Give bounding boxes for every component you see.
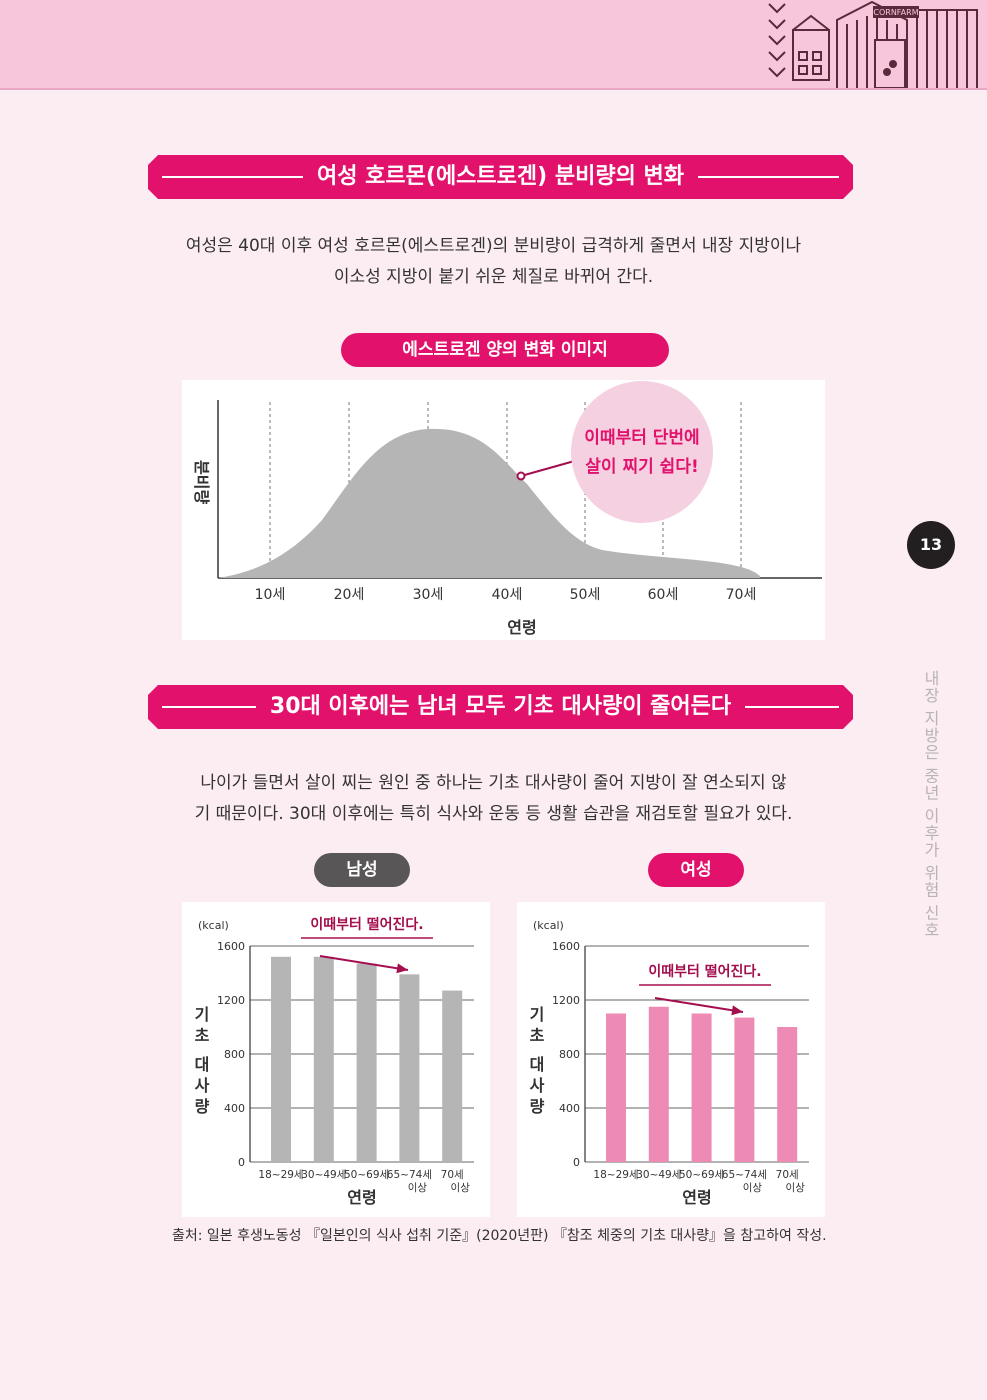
x-tick-label-suffix: 이상 [451, 1182, 471, 1194]
drop-arrow [654, 997, 744, 1013]
bar [271, 956, 291, 1162]
bar [313, 956, 334, 1162]
x-tick-label: 30~49세 [636, 1169, 681, 1181]
estrogen-xlabel: 연령 [507, 618, 536, 637]
estrogen-x-tick: 40세 [492, 587, 523, 603]
female-bmr-chart: (kcal) 0 400 800 1200 1600 기 초 대 사 량 18~29세30~49세50… [530, 919, 809, 1207]
callout-line1: 이때부터 단번에 [584, 428, 699, 448]
y-tick-label: 1200 [217, 994, 245, 1007]
x-axis-label: 연령 [682, 1188, 711, 1207]
side-title: 내장 지방은 중년 이후가 위험 신호 [921, 670, 940, 939]
farm-illustration: CORNFARM [755, 0, 987, 88]
x-tick-label: 30~49세 [301, 1169, 346, 1181]
drop-note: 이때부터 떨어진다. [310, 916, 423, 933]
estrogen-curve [218, 428, 760, 578]
x-tick-label: 65~74세 [722, 1169, 767, 1181]
estrogen-x-tick: 30세 [413, 587, 444, 603]
estrogen-x-tick: 50세 [570, 587, 601, 603]
bar [442, 990, 463, 1162]
female-chart-panel: (kcal) 0 400 800 1200 1600 기 초 대 사 량 18~29세 30~49세 50… [517, 902, 825, 1217]
section1-paragraph: 여성은 40대 이후 여성 호르몬(에스트로겐)의 분비량이 급격하게 줄면서 … [100, 231, 887, 293]
male-bmr-chart: (kcal) 0 400 800 1200 1600 기 초 대 사 량 18~29세30~49세50… [195, 916, 474, 1207]
section1-title: 여성 호르몬(에스트로겐) 분비량의 변화 [303, 164, 698, 189]
section1-paragraph-line2: 이소성 지방이 붙기 쉬운 체질로 바뀌어 간다. [333, 267, 654, 287]
x-tick-label: 18~29세 [258, 1169, 303, 1181]
y-tick-label: 1600 [217, 940, 245, 953]
bar [356, 963, 377, 1162]
drop-arrow-head [731, 1005, 743, 1016]
section2-title: 30대 이후에는 남녀 모두 기초 대사량이 줄어든다 [255, 694, 746, 719]
callout-pointer [520, 459, 579, 477]
logo-text: CORNFARM [873, 8, 918, 17]
x-tick-label: 50~69세 [679, 1169, 724, 1181]
unit-label: (kcal) [198, 919, 229, 932]
unit-label: (kcal) [533, 919, 564, 932]
estrogen-chart-panel: 분비량 10세 20세 30세 40세 50세 60세 70세 연령 이때부터 단번에 살이… [182, 380, 825, 640]
callout-dot [516, 471, 526, 481]
x-tick-label: 18~29세 [593, 1169, 638, 1181]
drop-arrow-head [396, 963, 408, 974]
bar [691, 1013, 712, 1162]
section1-paragraph-line1: 여성은 40대 이후 여성 호르몬(에스트로겐)의 분비량이 급격하게 줄면서 … [185, 236, 802, 256]
drop-arrow [319, 955, 409, 971]
estrogen-x-tick: 20세 [334, 587, 365, 603]
y-tick-label: 400 [224, 1102, 245, 1115]
section2-paragraph: 나이가 들면서 살이 찌는 원인 중 하나는 기초 대사량이 줄어 지방이 잘 … [100, 768, 887, 830]
section2-paragraph-line2: 기 때문이다. 30대 이후에는 특히 식사와 운동 등 생활 습관을 재검토할… [194, 804, 793, 824]
estrogen-ylabel: 분비량 [192, 460, 211, 504]
estrogen-x-tick: 70세 [726, 587, 757, 603]
bar [606, 1013, 626, 1162]
x-tick-label: 70세 [441, 1169, 464, 1181]
estrogen-chart: 분비량 10세 20세 30세 40세 50세 60세 70세 연령 이때부터 단번에 살이… [192, 381, 822, 637]
estrogen-x-tick: 10세 [255, 587, 286, 603]
male-chart-panel: (kcal) 0 400 800 1200 1600 기 초 대 사 량 18~29세 30~49세 50… [182, 902, 490, 1217]
y-tick-label: 0 [573, 1156, 580, 1169]
bar [399, 974, 420, 1162]
y-tick-label: 0 [238, 1156, 245, 1169]
bar [648, 1006, 669, 1162]
x-tick-label: 50~69세 [344, 1169, 389, 1181]
source-note: 출처: 일본 후생노동성 『일본인의 식사 섭취 기준』(2020년판) 『참조… [172, 1228, 827, 1244]
callout-line2: 살이 찌기 쉽다! [585, 457, 698, 477]
x-tick-label-suffix: 이상 [743, 1182, 763, 1194]
y-tick-label: 800 [559, 1048, 580, 1061]
callout-circle [571, 381, 713, 523]
drop-note: 이때부터 떨어진다. [648, 963, 761, 980]
x-tick-label-suffix: 이상 [786, 1182, 806, 1194]
y-tick-label: 800 [224, 1048, 245, 1061]
y-tick-label: 400 [559, 1102, 580, 1115]
x-tick-label: 65~74세 [387, 1169, 432, 1181]
header-divider [0, 88, 987, 90]
section2-banner: 30대 이후에는 남녀 모두 기초 대사량이 줄어든다 [148, 685, 853, 729]
estrogen-x-tick: 60세 [648, 587, 679, 603]
bar [734, 1017, 755, 1162]
x-tick-label: 70세 [776, 1169, 799, 1181]
y-tick-label: 1200 [552, 994, 580, 1007]
y-tick-label: 1600 [552, 940, 580, 953]
bar [777, 1027, 798, 1162]
female-label: 여성 [648, 853, 744, 887]
header-band: CORNFARM [0, 0, 987, 90]
x-axis-label: 연령 [347, 1188, 376, 1207]
male-label: 남성 [314, 853, 410, 887]
section1-banner: 여성 호르몬(에스트로겐) 분비량의 변화 [148, 155, 853, 199]
estrogen-chart-title: 에스트로겐 양의 변화 이미지 [341, 333, 669, 367]
page-number: 13 [907, 521, 955, 569]
x-tick-label-suffix: 이상 [408, 1182, 428, 1194]
section2-paragraph-line1: 나이가 들면서 살이 찌는 원인 중 하나는 기초 대사량이 줄어 지방이 잘 … [200, 773, 787, 793]
